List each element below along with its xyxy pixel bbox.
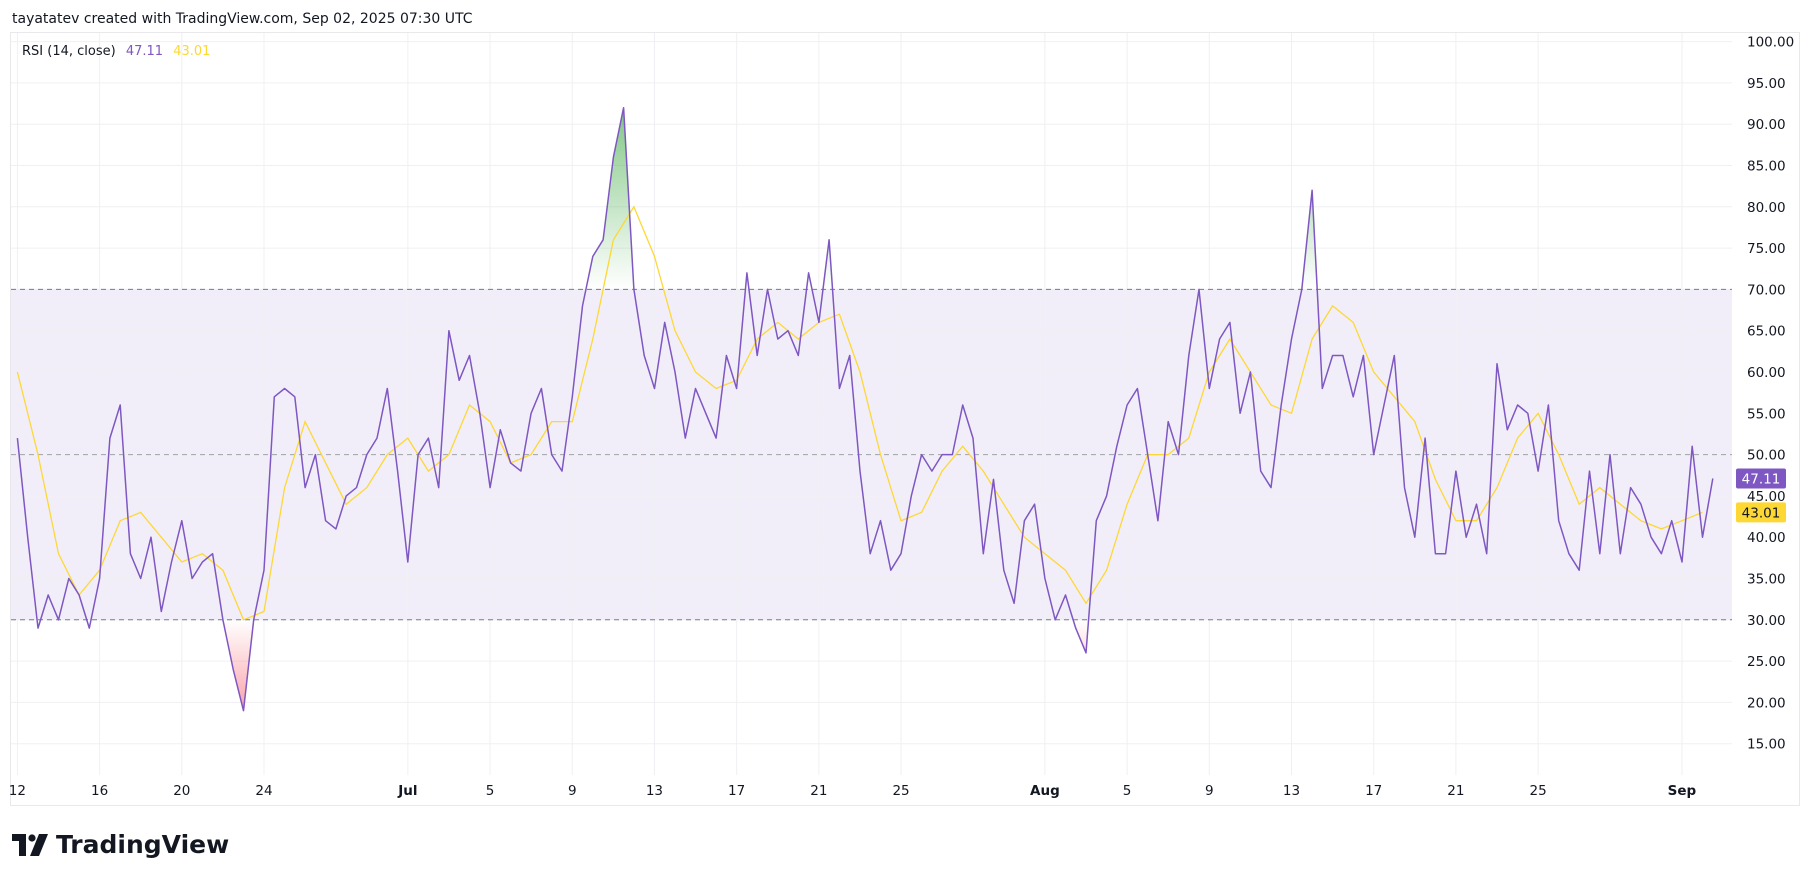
last-value-label: 43.01: [1742, 505, 1781, 521]
y-tick-label: 60.00: [1747, 365, 1786, 381]
x-tick-label: 9: [1205, 783, 1214, 799]
y-tick-label: 40.00: [1747, 530, 1786, 546]
y-tick-label: 50.00: [1747, 448, 1786, 464]
y-tick-label: 25.00: [1747, 654, 1786, 670]
x-tick-label: Aug: [1030, 783, 1060, 799]
indicator-title: RSI (14, close): [22, 44, 116, 59]
last-value-badge: [1736, 468, 1786, 489]
y-tick-label: 70.00: [1747, 282, 1786, 298]
x-tick-label: Sep: [1668, 783, 1697, 799]
x-tick-label: 21: [1447, 783, 1464, 799]
x-tick-label: 9: [568, 783, 577, 799]
y-tick-label: 15.00: [1747, 737, 1786, 753]
x-tick-label: 21: [810, 783, 827, 799]
y-tick-label: 85.00: [1747, 159, 1786, 175]
attribution-text: tayatatev created with TradingView.com, …: [12, 11, 473, 27]
x-tick-label: 16: [91, 783, 108, 799]
chart-frame: [10, 32, 1800, 806]
y-tick-label: 75.00: [1747, 241, 1786, 257]
x-tick-label: 17: [728, 783, 745, 799]
y-tick-label: 30.00: [1747, 613, 1786, 629]
y-tick-label: 65.00: [1747, 324, 1786, 340]
x-tick-label: Jul: [397, 783, 417, 799]
x-tick-label: 25: [892, 783, 909, 799]
x-tick-label: 17: [1365, 783, 1382, 799]
rsi-value: 47.11: [125, 44, 164, 59]
indicator-legend[interactable]: RSI (14, close) 47.11 43.01: [22, 44, 216, 59]
y-tick-label: 55.00: [1747, 406, 1786, 422]
rsi-series-line: [16, 106, 1714, 712]
x-tick-label: 5: [486, 783, 495, 799]
y-tick-label: 35.00: [1747, 572, 1786, 588]
x-tick-label: 13: [646, 783, 663, 799]
x-tick-label: 5: [1123, 783, 1132, 799]
ma-value: 43.01: [173, 44, 211, 59]
ma-series-line: [16, 205, 1703, 621]
tradingview-logo[interactable]: TradingView: [12, 830, 229, 859]
x-tick-label: 25: [1530, 783, 1547, 799]
x-tick-label: 12: [9, 783, 26, 799]
y-tick-label: 45.00: [1747, 489, 1786, 505]
tradingview-logo-icon: [12, 833, 48, 856]
y-tick-label: 80.00: [1747, 200, 1786, 216]
x-tick-label: 20: [173, 783, 190, 799]
y-tick-label: 90.00: [1747, 117, 1786, 133]
y-tick-label: 100.00: [1747, 35, 1794, 51]
last-value-label: 47.11: [1742, 471, 1781, 487]
x-tick-label: 24: [255, 783, 272, 799]
x-tick-label: 13: [1283, 783, 1300, 799]
tradingview-logo-text: TradingView: [56, 830, 230, 859]
last-value-badge: [1736, 502, 1786, 523]
y-tick-label: 20.00: [1747, 695, 1786, 711]
y-tick-label: 95.00: [1747, 76, 1786, 92]
